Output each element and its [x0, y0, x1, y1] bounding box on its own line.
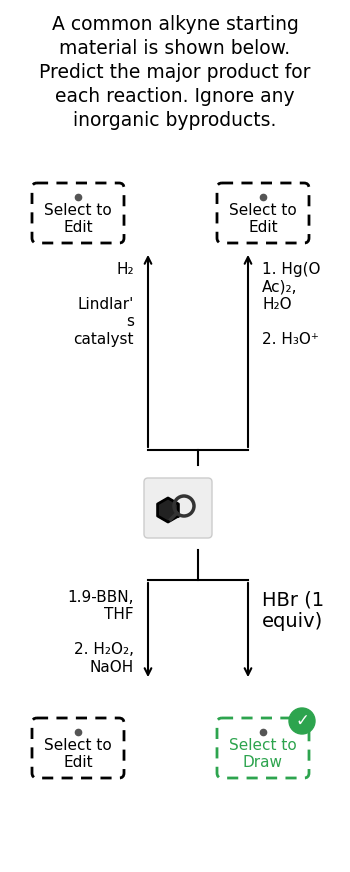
Text: Select to
Edit: Select to Edit	[44, 203, 112, 235]
Text: inorganic byproducts.: inorganic byproducts.	[73, 111, 277, 130]
Text: each reaction. Ignore any: each reaction. Ignore any	[55, 87, 295, 106]
Text: A common alkyne starting: A common alkyne starting	[51, 15, 299, 34]
Circle shape	[289, 708, 315, 734]
FancyBboxPatch shape	[217, 183, 309, 243]
Text: 1.9-BBN,
THF

2. H₂O₂,
NaOH: 1.9-BBN, THF 2. H₂O₂, NaOH	[68, 590, 134, 675]
Text: Predict the major product for: Predict the major product for	[39, 63, 311, 82]
Text: H₂

Lindlar'
s
catalyst: H₂ Lindlar' s catalyst	[74, 262, 134, 346]
FancyBboxPatch shape	[32, 183, 124, 243]
FancyBboxPatch shape	[144, 478, 212, 538]
Text: ✓: ✓	[295, 712, 309, 730]
FancyBboxPatch shape	[32, 718, 124, 778]
Polygon shape	[158, 498, 178, 522]
Text: Select to
Edit: Select to Edit	[229, 203, 297, 235]
Text: 1. Hg(O
Ac)₂,
H₂O

2. H₃O⁺: 1. Hg(O Ac)₂, H₂O 2. H₃O⁺	[262, 262, 321, 346]
FancyBboxPatch shape	[217, 718, 309, 778]
Text: HBr (1
equiv): HBr (1 equiv)	[262, 590, 324, 631]
Text: material is shown below.: material is shown below.	[60, 39, 290, 58]
Text: Select to
Draw: Select to Draw	[229, 738, 297, 770]
Text: Select to
Edit: Select to Edit	[44, 738, 112, 770]
